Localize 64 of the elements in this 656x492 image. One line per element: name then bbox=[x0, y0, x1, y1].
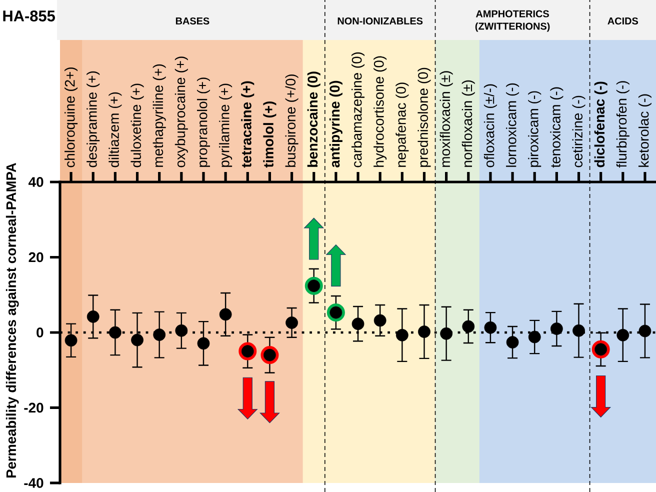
point bbox=[592, 340, 610, 358]
point bbox=[506, 336, 519, 348]
band-label: NON-IONIZABLES bbox=[338, 17, 423, 25]
x-tick-label: norfloxacin (±) bbox=[462, 80, 475, 167]
point bbox=[550, 322, 563, 335]
x-tick-label: hydrocortisone (0) bbox=[374, 56, 387, 167]
x-tick-label: tenoxicam (-) bbox=[550, 87, 564, 168]
point bbox=[175, 324, 188, 337]
point bbox=[440, 327, 453, 340]
band-label: ACIDS bbox=[608, 17, 638, 25]
x-tick-label: chloroquine (2+) bbox=[64, 68, 78, 168]
y-tick-label: 20 bbox=[28, 252, 44, 262]
point bbox=[616, 328, 630, 342]
x-tick-label: desipramine (+) bbox=[86, 71, 100, 168]
point bbox=[86, 310, 100, 323]
point bbox=[286, 316, 298, 329]
x-tick-label: pyrilamine (+) bbox=[219, 84, 232, 167]
point bbox=[352, 318, 364, 330]
point bbox=[108, 326, 122, 339]
x-tick-label: benzocaine (0) bbox=[307, 72, 320, 167]
x-tick-label: flurbiprofen (-) bbox=[616, 81, 630, 168]
x-tick-label: cetirizine (-) bbox=[572, 96, 586, 168]
x-tick-label: ofloxacin (±/-) bbox=[484, 84, 497, 168]
point bbox=[197, 337, 210, 350]
x-tick-label: prednisolone (0) bbox=[418, 68, 431, 167]
point bbox=[219, 308, 232, 321]
x-tick-label: diltiazem (+) bbox=[108, 92, 122, 168]
point bbox=[131, 334, 144, 346]
x-tick-label: duloxetine (+) bbox=[130, 84, 144, 168]
point bbox=[326, 304, 345, 322]
x-tick-label: buspirone (+/0) bbox=[285, 74, 298, 167]
point bbox=[64, 334, 78, 347]
point bbox=[484, 321, 497, 334]
point bbox=[396, 328, 408, 342]
band-label: AMPHOTERICS (ZWITTERIONS) bbox=[475, 10, 550, 32]
x-tick-label: diclofenac (-) bbox=[594, 82, 608, 168]
x-tick-label: piroxicam (-) bbox=[528, 91, 542, 167]
x-tick-label: moxifloxacin (±) bbox=[440, 71, 453, 167]
point bbox=[572, 324, 585, 337]
point bbox=[260, 346, 279, 364]
x-tick-label: carbamazepine (0) bbox=[352, 52, 365, 168]
x-tick-label: ketorolac (-) bbox=[638, 94, 652, 167]
y-axis-title: Permeability differences against corneal-PAMPA bbox=[6, 162, 19, 478]
point bbox=[304, 276, 323, 295]
y-tick-label: 0 bbox=[36, 328, 44, 338]
y-tick-label: 40 bbox=[28, 177, 44, 187]
x-tick-label: tetracaine (+) bbox=[241, 81, 254, 168]
point bbox=[153, 328, 166, 341]
point bbox=[238, 342, 257, 360]
x-tick-label: antipyrine (0) bbox=[329, 80, 342, 168]
x-tick-label: nepafenac (0) bbox=[396, 82, 409, 167]
point bbox=[462, 320, 475, 333]
x-tick-label: lornoxicam (-) bbox=[506, 83, 520, 167]
y-tick-label: -40 bbox=[24, 478, 44, 488]
x-tick-label: propranolol (+) bbox=[196, 78, 210, 167]
point bbox=[374, 314, 386, 327]
x-tick-label: oxybuprocaine (+) bbox=[174, 56, 188, 168]
x-tick-label: methapyriline (+) bbox=[152, 64, 166, 167]
point bbox=[528, 330, 541, 344]
band-label: BASES bbox=[176, 17, 210, 25]
point bbox=[418, 326, 430, 338]
chart-title: HA-855 bbox=[3, 10, 55, 22]
y-tick-label: -20 bbox=[24, 402, 44, 413]
x-tick-label: timolol (+) bbox=[263, 101, 276, 168]
